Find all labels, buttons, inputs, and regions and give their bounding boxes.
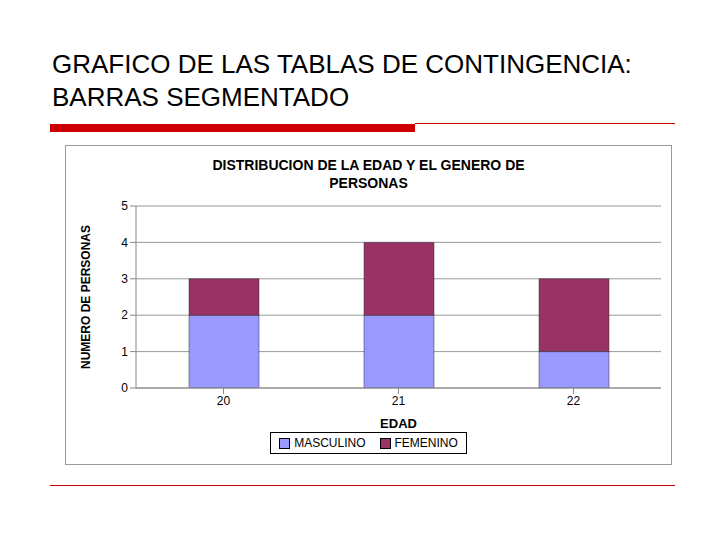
svg-text:1: 1: [121, 345, 128, 359]
svg-text:22: 22: [567, 394, 581, 408]
svg-text:20: 20: [217, 394, 231, 408]
svg-text:3: 3: [121, 272, 128, 286]
html-text:MASCULINO: MASCULINO: [294, 436, 366, 450]
svg-text:EDAD: EDAD: [380, 416, 417, 431]
svg-text:5: 5: [121, 199, 128, 213]
svg-text:2: 2: [121, 308, 128, 322]
html-text:GRAFICO DE LAS TABLAS DE CONTI: GRAFICO DE LAS TABLAS DE CONTINGENCIA: B…: [52, 49, 632, 112]
svg-text:21: 21: [392, 394, 406, 408]
html-text:DISTRIBUCION DE LA EDAD Y EL G: DISTRIBUCION DE LA EDAD Y EL GENERO DE P…: [212, 157, 525, 191]
svg-text:NUMERO DE PERSONAS: NUMERO DE PERSONAS: [79, 225, 93, 369]
html-text:FEMENINO: FEMENINO: [394, 436, 458, 450]
svg-text:0: 0: [121, 381, 128, 395]
svg-text:4: 4: [121, 236, 128, 250]
